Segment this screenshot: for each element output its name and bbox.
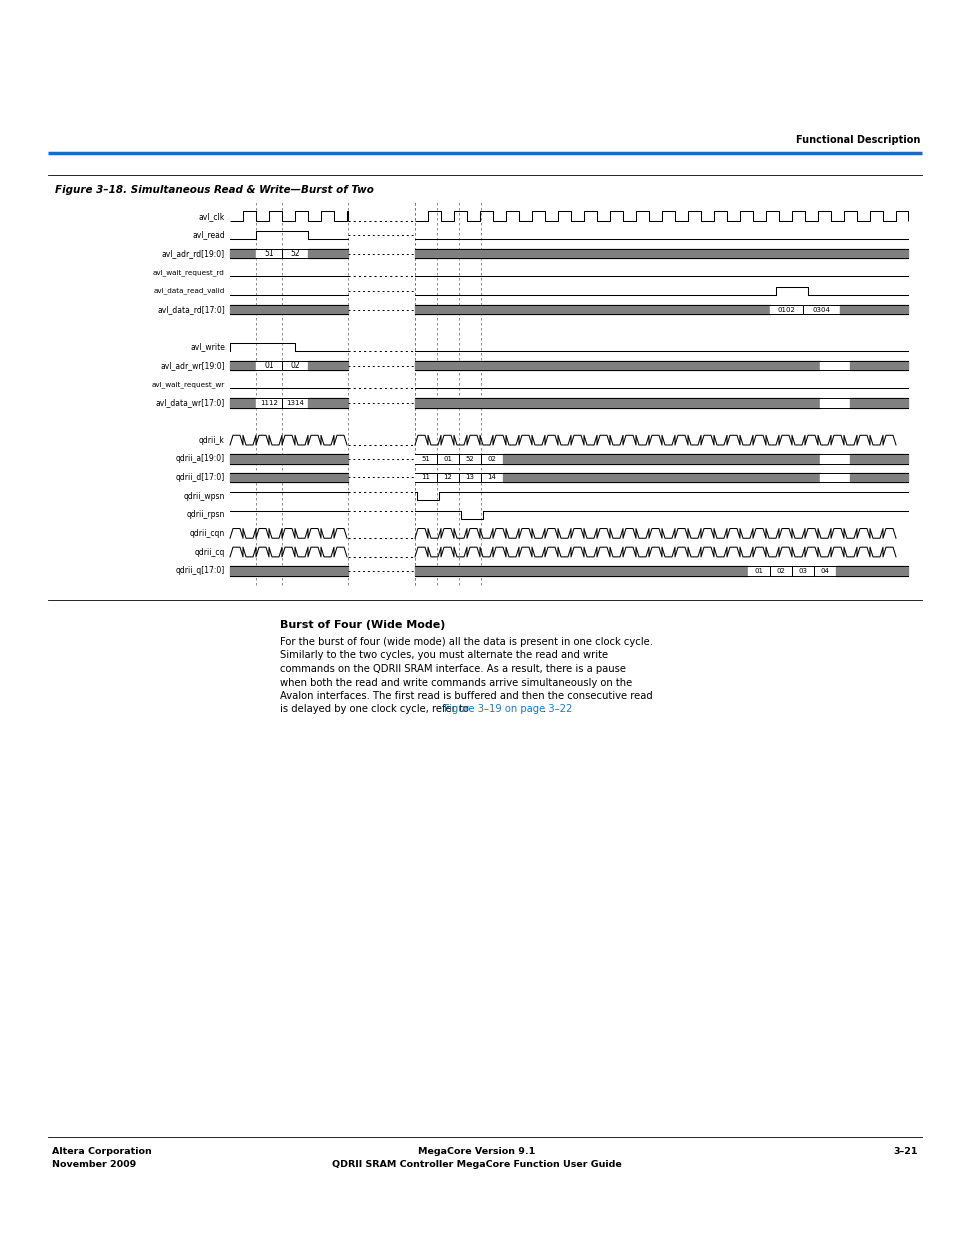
Text: 1314: 1314 <box>286 400 304 406</box>
Text: Figure 3–19 on page 3–22: Figure 3–19 on page 3–22 <box>443 704 572 715</box>
Text: MegaCore Version 9.1: MegaCore Version 9.1 <box>418 1147 535 1156</box>
Text: avl_data_wr[17:0]: avl_data_wr[17:0] <box>155 399 225 408</box>
Text: 14: 14 <box>487 474 496 480</box>
Text: qdrii_wpsn: qdrii_wpsn <box>183 492 225 500</box>
Text: 01: 01 <box>754 568 762 574</box>
Text: qdrii_q[17:0]: qdrii_q[17:0] <box>175 566 225 576</box>
Text: avl_wait_request_rd: avl_wait_request_rd <box>153 269 225 275</box>
Text: qdrii_cq: qdrii_cq <box>194 547 225 557</box>
Text: 12: 12 <box>443 474 452 480</box>
Text: avl_wait_request_wr: avl_wait_request_wr <box>152 380 225 388</box>
Text: qdrii_rpsn: qdrii_rpsn <box>187 510 225 519</box>
Text: For the burst of four (wide mode) all the data is present in one clock cycle.: For the burst of four (wide mode) all th… <box>280 637 652 647</box>
Text: November 2009: November 2009 <box>52 1160 136 1170</box>
Text: Avalon interfaces. The first read is buffered and then the consecutive read: Avalon interfaces. The first read is buf… <box>280 692 652 701</box>
Text: 02: 02 <box>776 568 784 574</box>
Text: 51: 51 <box>264 249 274 258</box>
Text: 3–21: 3–21 <box>893 1147 917 1156</box>
Text: .: . <box>542 704 545 715</box>
Text: 52: 52 <box>465 456 474 462</box>
Text: avl_adr_wr[19:0]: avl_adr_wr[19:0] <box>160 361 225 370</box>
Text: Figure 3–18. Simultaneous Read & Write—Burst of Two: Figure 3–18. Simultaneous Read & Write—B… <box>55 185 374 195</box>
Text: avl_adr_rd[19:0]: avl_adr_rd[19:0] <box>162 249 225 258</box>
Text: qdrii_cqn: qdrii_cqn <box>190 529 225 538</box>
Text: 0304: 0304 <box>812 306 829 312</box>
Text: 52: 52 <box>290 249 299 258</box>
Text: 11: 11 <box>421 474 430 480</box>
Text: 03: 03 <box>798 568 806 574</box>
Text: Burst of Four (Wide Mode): Burst of Four (Wide Mode) <box>280 620 445 630</box>
Text: 0102: 0102 <box>777 306 795 312</box>
Text: avl_write: avl_write <box>190 342 225 352</box>
Text: avl_data_read_valid: avl_data_read_valid <box>153 288 225 294</box>
Text: QDRII SRAM Controller MegaCore Function User Guide: QDRII SRAM Controller MegaCore Function … <box>332 1160 621 1170</box>
Text: when both the read and write commands arrive simultaneously on the: when both the read and write commands ar… <box>280 678 632 688</box>
Text: 51: 51 <box>421 456 430 462</box>
Text: 13: 13 <box>465 474 474 480</box>
Text: qdrii_k: qdrii_k <box>199 436 225 445</box>
Text: avl_read: avl_read <box>193 231 225 240</box>
Text: commands on the QDRII SRAM interface. As a result, there is a pause: commands on the QDRII SRAM interface. As… <box>280 664 625 674</box>
Text: Similarly to the two cycles, you must alternate the read and write: Similarly to the two cycles, you must al… <box>280 651 607 661</box>
Text: 1112: 1112 <box>260 400 277 406</box>
Text: 02: 02 <box>290 361 299 370</box>
Text: qdrii_d[17:0]: qdrii_d[17:0] <box>175 473 225 482</box>
Text: 02: 02 <box>487 456 496 462</box>
Text: 04: 04 <box>820 568 828 574</box>
Text: qdrii_a[19:0]: qdrii_a[19:0] <box>175 454 225 463</box>
Text: Altera Corporation: Altera Corporation <box>52 1147 152 1156</box>
Text: Functional Description: Functional Description <box>795 135 919 144</box>
Text: avl_clk: avl_clk <box>198 212 225 221</box>
Text: is delayed by one clock cycle, refer to: is delayed by one clock cycle, refer to <box>280 704 472 715</box>
Text: 01: 01 <box>443 456 452 462</box>
Text: avl_data_rd[17:0]: avl_data_rd[17:0] <box>157 305 225 314</box>
Text: 01: 01 <box>264 361 274 370</box>
